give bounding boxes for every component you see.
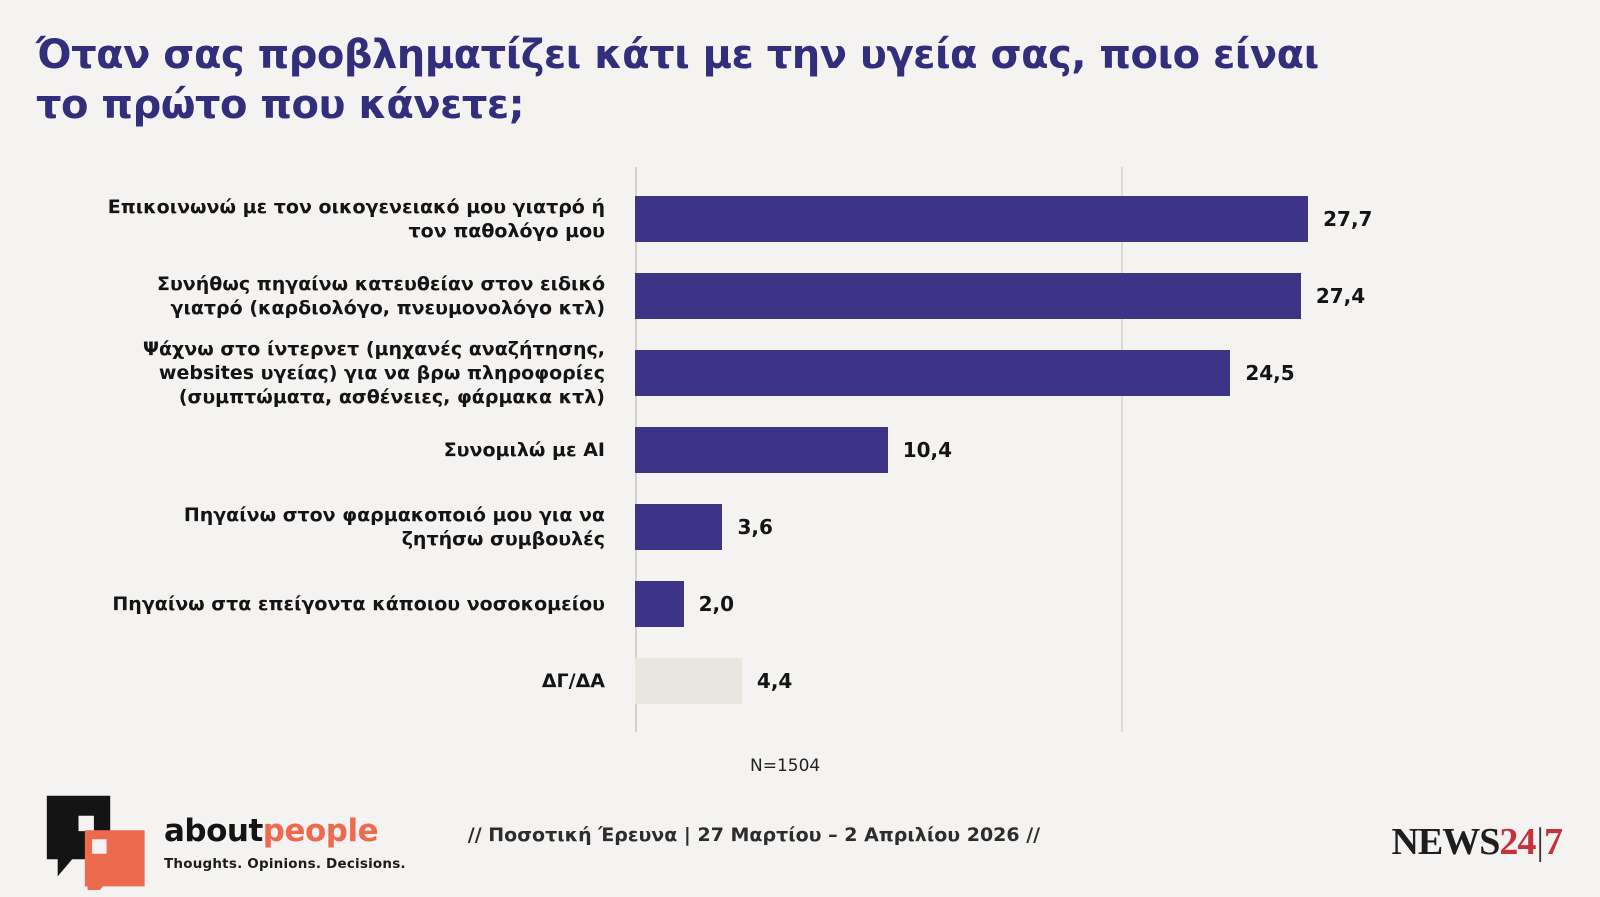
bar [635,349,1231,396]
news-text: NEWS [1391,821,1500,863]
aboutpeople-wordmark: aboutpeople [164,813,406,849]
brand-tagline: Thoughts. Opinions. Decisions. [164,855,406,872]
sample-size-note: N=1504 [750,756,821,776]
bar-chart: Επικοινωνώ με τον οικογενειακό μου γιατρ… [0,167,1600,732]
category-label: Ψάχνω στο ίντερνετ (μηχανές αναζήτησης, … [142,337,605,408]
vertical-gridline [1121,167,1123,732]
category-label: Συνομιλώ με AI [443,438,605,461]
footer: aboutpeople Thoughts. Opinions. Decision… [0,791,1600,893]
bar-value-label: 10,4 [902,437,953,462]
survey-info-text: // Ποσοτική Έρευνα | 27 Μαρτίου – 2 Απρι… [467,824,1041,846]
chart-rows: Επικοινωνώ με τον οικογενειακό μου γιατρ… [0,180,1600,719]
chart-row: Συνομιλώ με AI 10,4 [0,411,1600,488]
news-24-text: 24 [1499,821,1536,863]
bar [635,503,723,550]
page-title-line2: το πρώτο που κάνετε; [36,82,525,128]
news-7-text: 7 [1544,821,1563,863]
category-label: Πηγαίνω στον φαρμακοποιό μου για να ζητή… [183,503,605,550]
bar-value-label: 3,6 [737,514,773,539]
bar-value-label: 27,7 [1323,206,1373,231]
bar-value-label: 27,4 [1315,283,1366,308]
category-label: Επικοινωνώ με τον οικογενειακό μου γιατρ… [107,195,605,242]
bar [635,195,1309,242]
bar-area: 3,6 [635,503,1600,550]
bar-area: 4,4 [635,657,1600,704]
category-label: Πηγαίνω στα επείγοντα κάποιου νοσοκομείο… [112,592,605,615]
bar [635,580,684,627]
bar-area: 10,4 [635,426,1600,473]
page-title: Όταν σας προβληματίζει κάτι με την υγεία… [0,0,1600,130]
chart-row: Επικοινωνώ με τον οικογενειακό μου γιατρ… [0,180,1600,257]
chart-row: ΔΓ/ΔΑ 4,4 [0,642,1600,719]
bar [635,272,1301,319]
bar-area: 24,5 [635,349,1600,396]
aboutpeople-brand: aboutpeople Thoughts. Opinions. Decision… [164,813,406,872]
bar-area: 2,0 [635,580,1600,627]
bar-value-label: 2,0 [698,591,735,616]
bar-value-label: 4,4 [756,668,793,693]
category-label: ΔΓ/ΔΑ [541,669,605,692]
bar [635,657,742,704]
chart-row: Συνήθως πηγαίνω κατευθείαν στον ειδικό γ… [0,257,1600,334]
aboutpeople-logo-icon [46,795,145,890]
news-divider: | [1536,821,1544,863]
chart-row: Πηγαίνω στα επείγοντα κάποιου νοσοκομείο… [0,565,1600,642]
bar-area: 27,4 [635,272,1600,319]
brand-about-text: about [164,812,263,849]
chart-row: Ψάχνω στο ίντερνετ (μηχανές αναζήτησης, … [0,334,1600,411]
page-title-line1: Όταν σας προβληματίζει κάτι με την υγεία… [36,32,1319,78]
brand-people-text: people [262,812,379,849]
chart-row: Πηγαίνω στον φαρμακοποιό μου για να ζητή… [0,488,1600,565]
bar [635,426,888,473]
category-label: Συνήθως πηγαίνω κατευθείαν στον ειδικό γ… [157,272,605,319]
bar-area: 27,7 [635,195,1600,242]
news247-logo: NEWS24|7 [1391,820,1563,864]
bar-value-label: 24,5 [1245,360,1295,385]
